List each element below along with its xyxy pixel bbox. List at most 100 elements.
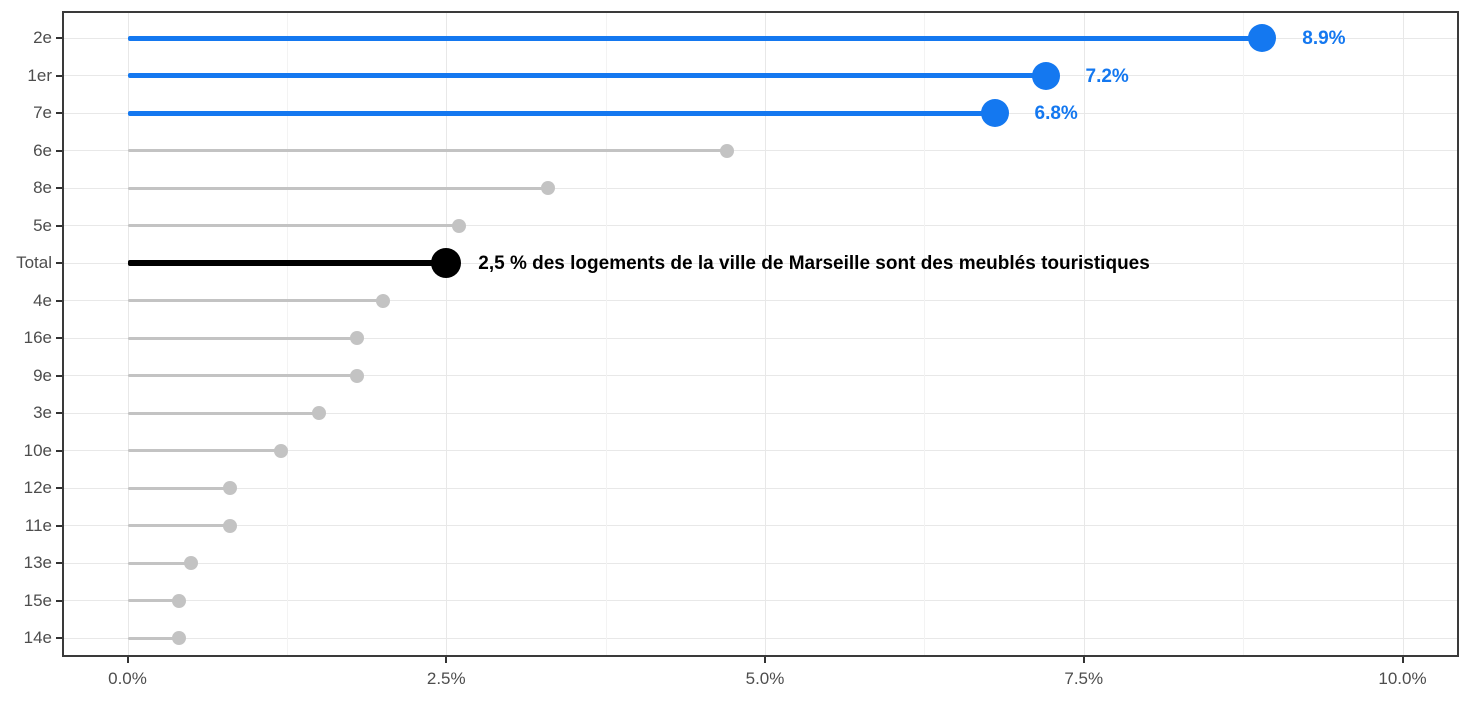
x-tick-mark [764,657,766,663]
x-tick-mark [445,657,448,663]
lollipop-stem-8e [127,186,549,190]
lollipop-stem-2e [127,35,1263,41]
y-tick-mark [56,112,62,114]
y-axis-label-6e: 6e [33,140,52,160]
y-tick-mark [56,337,62,339]
lollipop-dot-9e [350,368,364,383]
gridline-horizontal [64,450,1457,451]
gridline-horizontal [64,375,1457,376]
gridline-horizontal [64,337,1457,339]
y-axis-label-14e: 14e [23,628,52,647]
lollipop-dot-5e [452,218,466,233]
y-axis-label-9e: 9e [33,365,52,385]
y-axis-label-15e: 15e [23,590,52,610]
lollipop-stem-3e [127,411,319,415]
gridline-vertical-minor [605,13,607,655]
value-label-7e: 6.8% [1034,103,1078,124]
y-axis-label-7e: 7e [33,103,52,122]
gridline-horizontal [64,600,1457,601]
gridline-horizontal [64,487,1457,489]
gridline-horizontal [64,262,1457,264]
y-axis-label-3e: 3e [33,403,52,422]
lollipop-stem-Total [127,260,447,266]
value-label-1er: 7.2% [1085,65,1129,87]
gridline-horizontal [64,225,1457,226]
lollipop-stem-6e [127,149,727,152]
x-tick-mark [1082,657,1085,663]
gridline-horizontal [64,300,1457,301]
y-tick-mark [56,224,62,227]
y-tick-mark [56,524,62,527]
lollipop-dot-8e [541,181,556,195]
y-axis-label-12e: 12e [23,478,52,497]
lollipop-dot-13e [184,556,199,570]
gridline-vertical-minor [286,13,288,655]
gridline-horizontal [64,412,1457,414]
x-axis-label-7.5%: 7.5% [1064,669,1104,688]
gridline-vertical-major [446,13,448,655]
gridline-horizontal [64,525,1457,526]
x-axis-label-2.5%: 2.5% [426,669,466,688]
y-tick-mark [56,562,62,564]
lollipop-dot-Total [431,248,462,278]
y-tick-mark [56,412,62,414]
gridline-horizontal [64,150,1457,151]
y-tick-mark [56,187,62,189]
y-axis-label-16e: 16e [23,328,52,347]
lollipop-stem-9e [127,374,357,377]
lollipop-stem-4e [127,299,383,302]
lollipop-dot-15e [171,593,186,608]
x-axis-label-0.0%: 0.0% [108,669,147,688]
y-tick-mark [56,599,62,602]
lollipop-dot-10e [273,443,288,458]
lollipop-stem-15e [127,599,179,602]
y-axis-label-1er: 1er [27,65,52,85]
y-axis-label-13e: 13e [23,553,52,572]
lollipop-dot-2e [1248,24,1277,52]
lollipop-dot-14e [171,631,186,645]
y-tick-mark [56,37,62,39]
y-tick-mark [56,487,62,489]
y-axis-label-11e: 11e [24,515,52,535]
lollipop-stem-1er [127,73,1046,78]
gridline-vertical-major [127,13,129,655]
y-tick-mark [56,449,62,452]
lollipop-stem-14e [127,636,179,640]
y-axis-label-10e: 10e [23,440,52,460]
gridline-horizontal [64,637,1457,639]
lollipop-stem-10e [127,449,281,452]
y-tick-mark [56,262,62,264]
value-label-2e: 8.9% [1302,28,1346,49]
total-annotation: 2,5 % des logements de la ville de Marse… [478,253,1150,274]
lollipop-stem-7e [127,110,995,116]
y-tick-mark [56,149,62,152]
lollipop-dot-1er [1031,61,1060,90]
y-axis-label-8e: 8e [33,178,52,197]
lollipop-dot-4e [375,293,390,308]
gridline-vertical-major [1402,13,1404,655]
lollipop-stem-5e [127,224,459,227]
x-tick-mark [1401,657,1404,663]
gridline-horizontal [64,187,1457,189]
y-tick-mark [56,299,62,302]
gridline-vertical-major [1083,13,1085,655]
y-axis-label-4e: 4e [33,290,52,310]
lollipop-stem-13e [127,561,192,565]
y-tick-mark [56,637,62,639]
gridline-vertical-major [765,13,766,655]
x-axis-label-10.0%: 10.0% [1378,669,1427,688]
lollipop-dot-12e [222,481,237,495]
lollipop-dot-6e [719,143,734,158]
gridline-vertical-minor [1243,13,1245,655]
x-axis-label-5.0%: 5.0% [745,669,785,688]
gridline-horizontal [64,562,1457,564]
y-axis-label-5e: 5e [33,215,52,235]
lollipop-stem-12e [127,486,230,490]
lollipop-stem-16e [127,336,357,340]
y-tick-mark [56,374,62,377]
gridline-vertical-minor [924,13,926,655]
y-axis-label-2e: 2e [33,28,52,47]
x-tick-mark [126,657,129,663]
lollipop-dot-7e [980,99,1009,127]
